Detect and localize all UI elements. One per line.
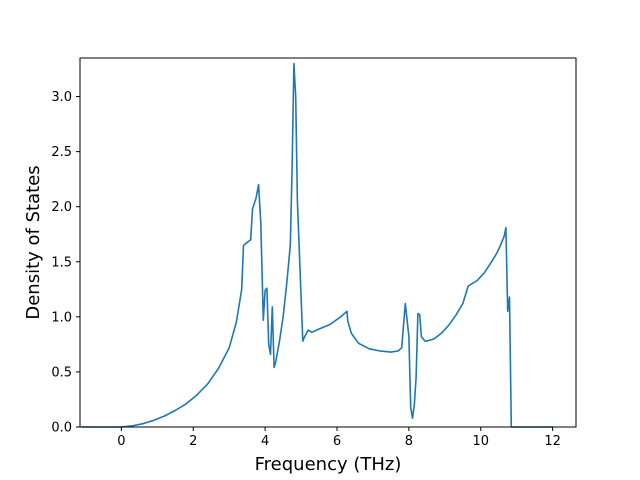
y-tick-label: 2.0 [51, 200, 72, 215]
axes-frame [79, 57, 577, 428]
plot-area [81, 62, 554, 428]
x-tick-label: 2 [189, 434, 197, 449]
dos-series-line [81, 62, 554, 428]
y-tick-label: 0.0 [51, 421, 72, 436]
y-tick-label: 1.0 [51, 310, 72, 325]
x-tick-label: 4 [261, 434, 269, 449]
axis-ticks: 0 2 4 6 8 10 12 0.0 0.5 1.0 1.5 2.0 2.5 3.0 [51, 90, 561, 449]
x-tick-label: 8 [405, 434, 413, 449]
x-tick-label: 10 [472, 434, 489, 449]
y-axis-label: Density of States [23, 165, 44, 319]
y-tick-label: 2.5 [51, 145, 72, 160]
y-tick-label: 3.0 [51, 90, 72, 105]
x-tick-label: 0 [117, 434, 125, 449]
y-tick-label: 1.5 [51, 255, 72, 270]
y-tick-label: 0.5 [51, 365, 72, 380]
x-axis-label: Frequency (THz) [255, 454, 402, 475]
x-tick-label: 12 [544, 434, 561, 449]
x-tick-label: 6 [333, 434, 341, 449]
